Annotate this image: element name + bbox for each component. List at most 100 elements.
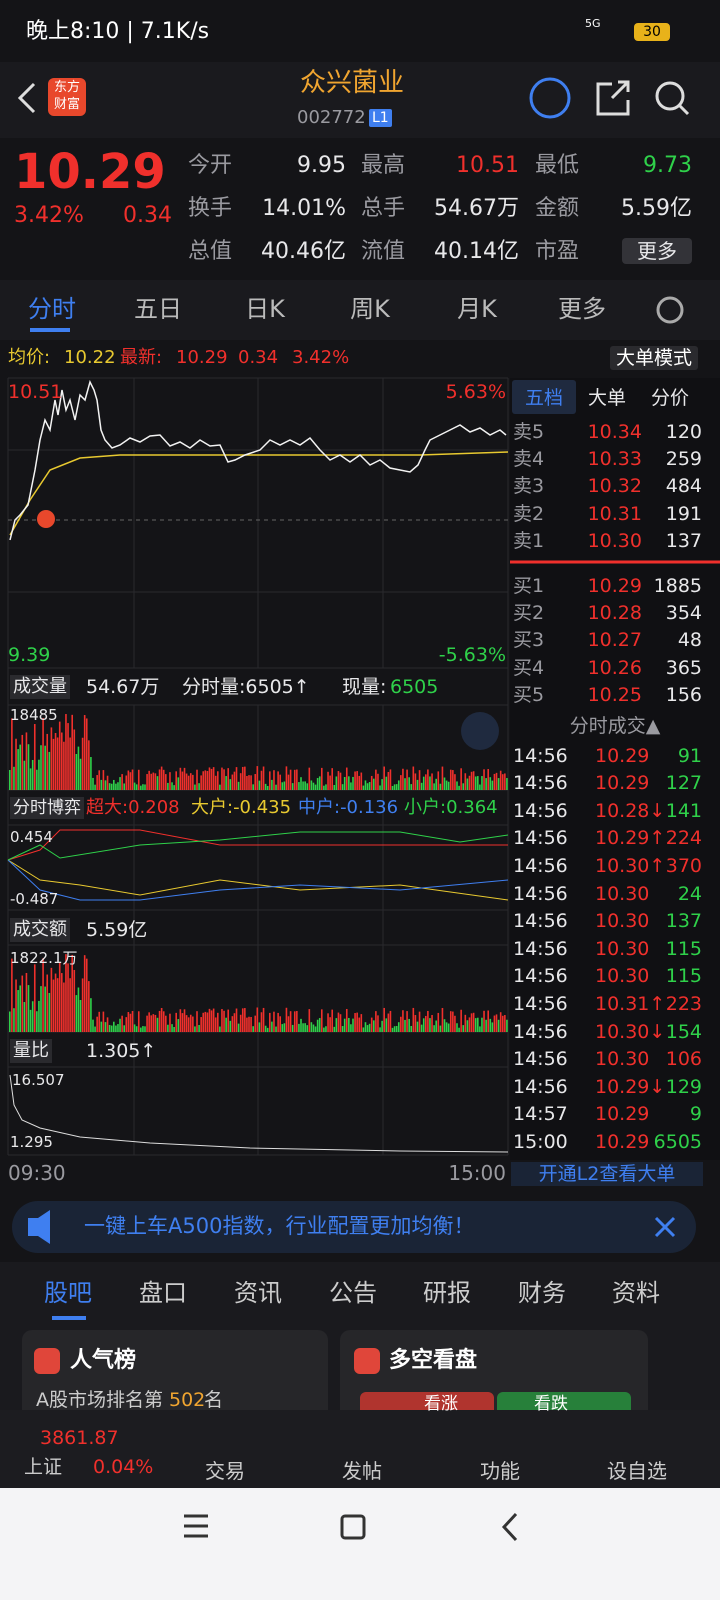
bar-decor (225, 776, 227, 790)
tab[interactable]: 日K (245, 295, 285, 324)
l2-link[interactable]: 开通L2查看大单 (511, 1161, 703, 1187)
nav-item[interactable]: 交易 (205, 1459, 245, 1483)
trade-volume: 127 (665, 772, 702, 795)
bar-decor (333, 1026, 336, 1032)
tab[interactable]: 分时 (28, 295, 76, 324)
share-button[interactable] (596, 80, 630, 116)
bar-decor (262, 1007, 265, 1032)
bar-decor (458, 785, 460, 790)
bar-decor (483, 769, 485, 790)
bottom-tab[interactable]: 资讯 (234, 1279, 282, 1308)
bar-decor (435, 778, 437, 790)
card[interactable] (22, 1330, 328, 1420)
nav-item[interactable]: 设自选 (607, 1459, 667, 1483)
tab[interactable]: 五日 (134, 295, 182, 324)
bottom-tab[interactable]: 公告 (329, 1279, 377, 1308)
search-handle (677, 103, 690, 116)
bottom-tab[interactable]: 资料 (612, 1279, 660, 1308)
bar-decor (481, 776, 483, 790)
ratio-value: 1.305↑ (86, 1039, 157, 1062)
bar-decor (460, 768, 462, 790)
bar-decor (212, 1008, 215, 1032)
bar-decor (71, 714, 73, 790)
mode-button[interactable]: 大单模式 (610, 345, 698, 371)
back-key[interactable] (501, 1512, 518, 1542)
bar-decor (113, 779, 115, 790)
logo[interactable] (48, 78, 86, 116)
tab[interactable]: 月K (457, 295, 497, 324)
tab[interactable]: 更多 (558, 295, 606, 324)
bottom-tab[interactable]: 研报 (423, 1279, 471, 1308)
bar-decor (254, 774, 257, 790)
bar-decor (217, 771, 219, 790)
y-max: 10.51 (8, 380, 63, 403)
bar-decor (437, 1012, 440, 1032)
more-button[interactable]: 更多 (622, 238, 692, 264)
bar-decor (208, 1008, 211, 1032)
bar-decor (298, 782, 300, 790)
bar-decor (177, 1019, 180, 1032)
trade-volume: 106 (665, 1048, 702, 1071)
book-tab[interactable]: 大单 (587, 386, 626, 409)
book-bg (510, 378, 720, 1160)
ai-button[interactable] (529, 77, 571, 119)
bar-decor (281, 782, 284, 790)
nav-item[interactable]: 功能 (480, 1459, 520, 1483)
bar-decor (325, 1026, 327, 1032)
trade-volume: 129 (665, 1075, 702, 1098)
bar-decor (162, 769, 165, 790)
home-key[interactable] (340, 1514, 366, 1540)
battery: 30 (634, 22, 670, 42)
bar-decor (244, 1008, 246, 1032)
bar-decor (69, 978, 71, 1032)
bar-decor (58, 721, 61, 790)
menu-key[interactable] (184, 1514, 208, 1538)
bar-decor (385, 776, 388, 790)
tab[interactable]: 周K (350, 295, 390, 324)
bar-decor (264, 783, 267, 790)
bar-decor (102, 1011, 105, 1032)
bar-decor (296, 769, 298, 790)
bar-decor (40, 745, 42, 790)
bar-decor (152, 772, 155, 790)
nav-item[interactable]: 发帖 (342, 1459, 382, 1483)
network: 5G (585, 16, 601, 30)
bar-decor (454, 1015, 456, 1032)
bar-decor (287, 774, 290, 790)
bar-decor (333, 784, 336, 790)
volume-total: 54.67万 (86, 675, 160, 698)
bottom-tab[interactable]: 财务 (518, 1279, 566, 1308)
game-min: -0.487 (10, 890, 59, 909)
bar-decor (206, 770, 209, 790)
bar-decor (140, 785, 142, 790)
banner-text[interactable]: 一键上车A500指数，行业配置更加均衡！ (84, 1214, 475, 1239)
book-volume: 48 (677, 629, 702, 652)
bar-decor (248, 775, 250, 790)
bar-decor (33, 724, 36, 790)
change-pct: 3.42% (14, 202, 84, 228)
change: 0.34 (123, 202, 172, 228)
search-button[interactable] (655, 81, 685, 111)
panel-label: 量比 (10, 1039, 52, 1063)
close-icon[interactable] (654, 1216, 676, 1238)
bar-decor (146, 774, 148, 790)
tab-bg (0, 280, 720, 340)
bar-decor (19, 744, 21, 790)
bottom-tab[interactable]: 股吧 (44, 1279, 92, 1308)
amount-total: 5.59亿 (86, 918, 148, 941)
field-label: 总手 (361, 195, 406, 221)
bar-decor (373, 1020, 375, 1032)
bar-decor (279, 774, 281, 790)
book-label: 买4 (513, 656, 545, 679)
bar-decor (449, 769, 452, 790)
bar-decor (69, 737, 71, 790)
back-button[interactable] (17, 82, 36, 114)
expand-button[interactable] (461, 712, 499, 750)
book-tab[interactable]: 分价 (650, 386, 689, 409)
bar-decor (196, 1011, 198, 1032)
book-tab[interactable]: 五档 (524, 386, 563, 409)
bottom-tab[interactable]: 盘口 (139, 1279, 187, 1308)
settings-button[interactable] (656, 296, 684, 324)
status-time: 晚上8:10 | 7.1K/s (26, 18, 210, 44)
bar-decor (175, 1012, 177, 1032)
